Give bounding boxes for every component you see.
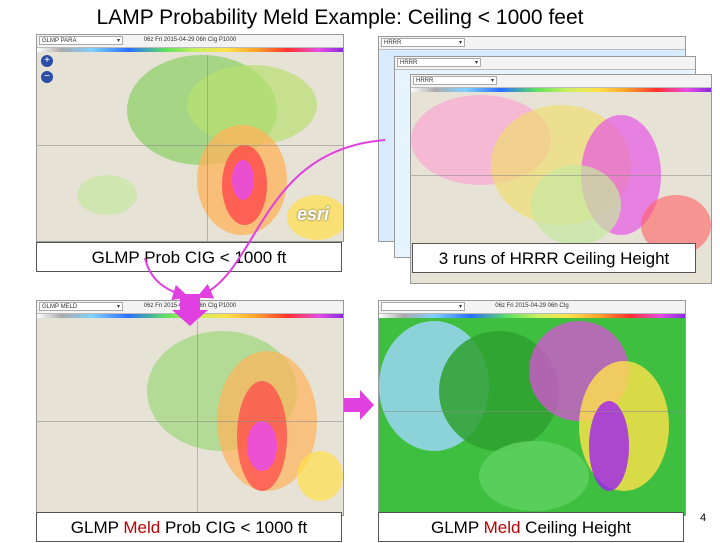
product-select[interactable]: GLMP MELD ▾ xyxy=(39,302,123,311)
chevron-down-icon: ▾ xyxy=(474,60,478,66)
chevron-down-icon: ▾ xyxy=(458,304,462,310)
glmp-meld-prob-map[interactable]: GLMP MELD ▾ 06z Fri 2015-04-29 06h CIg P1… xyxy=(36,300,344,516)
product-select[interactable]: GLMP PARA ▾ xyxy=(39,36,123,45)
esri-logo: esri xyxy=(296,204,329,224)
map-title: 06z Fri 2015-04-29 06h CIg xyxy=(495,303,569,309)
zoom-controls: + − xyxy=(41,55,55,87)
page-number: 4 xyxy=(700,512,707,524)
product-select[interactable]: HRRR ▾ xyxy=(397,58,481,67)
glmp-meld-prob-label: GLMP Meld Prob CIG < 1000 ft xyxy=(36,512,342,542)
right-block-arrow xyxy=(344,390,374,420)
color-legend xyxy=(411,88,711,92)
map-title: 06z Fri 2015-04-29 06h CIg P1000 xyxy=(143,37,237,43)
zoom-out-icon[interactable]: − xyxy=(41,71,53,83)
chevron-down-icon: ▾ xyxy=(490,78,494,84)
color-legend xyxy=(37,314,343,318)
chevron-down-icon: ▾ xyxy=(458,40,462,46)
product-select[interactable]: HRRR ▾ xyxy=(413,76,497,85)
map-title: 06z Fri 2015-04-29 06h CIg P1000 xyxy=(143,303,237,309)
product-select[interactable]: ▾ xyxy=(381,302,465,311)
glmp-prob-map[interactable]: GLMP PARA ▾ 06z Fri 2015-04-29 06h CIg P1… xyxy=(36,34,344,242)
slide-title: LAMP Probability Meld Example: Ceiling <… xyxy=(96,6,584,29)
glmp-prob-label: GLMP Prob CIG < 1000 ft xyxy=(36,242,342,272)
product-select[interactable]: HRRR ▾ xyxy=(381,38,465,47)
map-toolbar: GLMP PARA ▾ 06z Fri 2015-04-29 06h CIg P1… xyxy=(37,35,343,48)
hrrr-label: 3 runs of HRRR Ceiling Height xyxy=(412,243,696,273)
glmp-meld-ceiling-map[interactable]: ▾ 06z Fri 2015-04-29 06h CIg xyxy=(378,300,686,516)
color-legend xyxy=(379,314,685,318)
chevron-down-icon: ▾ xyxy=(116,304,120,310)
zoom-in-icon[interactable]: + xyxy=(41,55,53,67)
glmp-meld-ceiling-label: GLMP Meld Ceiling Height xyxy=(378,512,684,542)
chevron-down-icon: ▾ xyxy=(116,38,120,44)
color-legend xyxy=(37,48,343,52)
